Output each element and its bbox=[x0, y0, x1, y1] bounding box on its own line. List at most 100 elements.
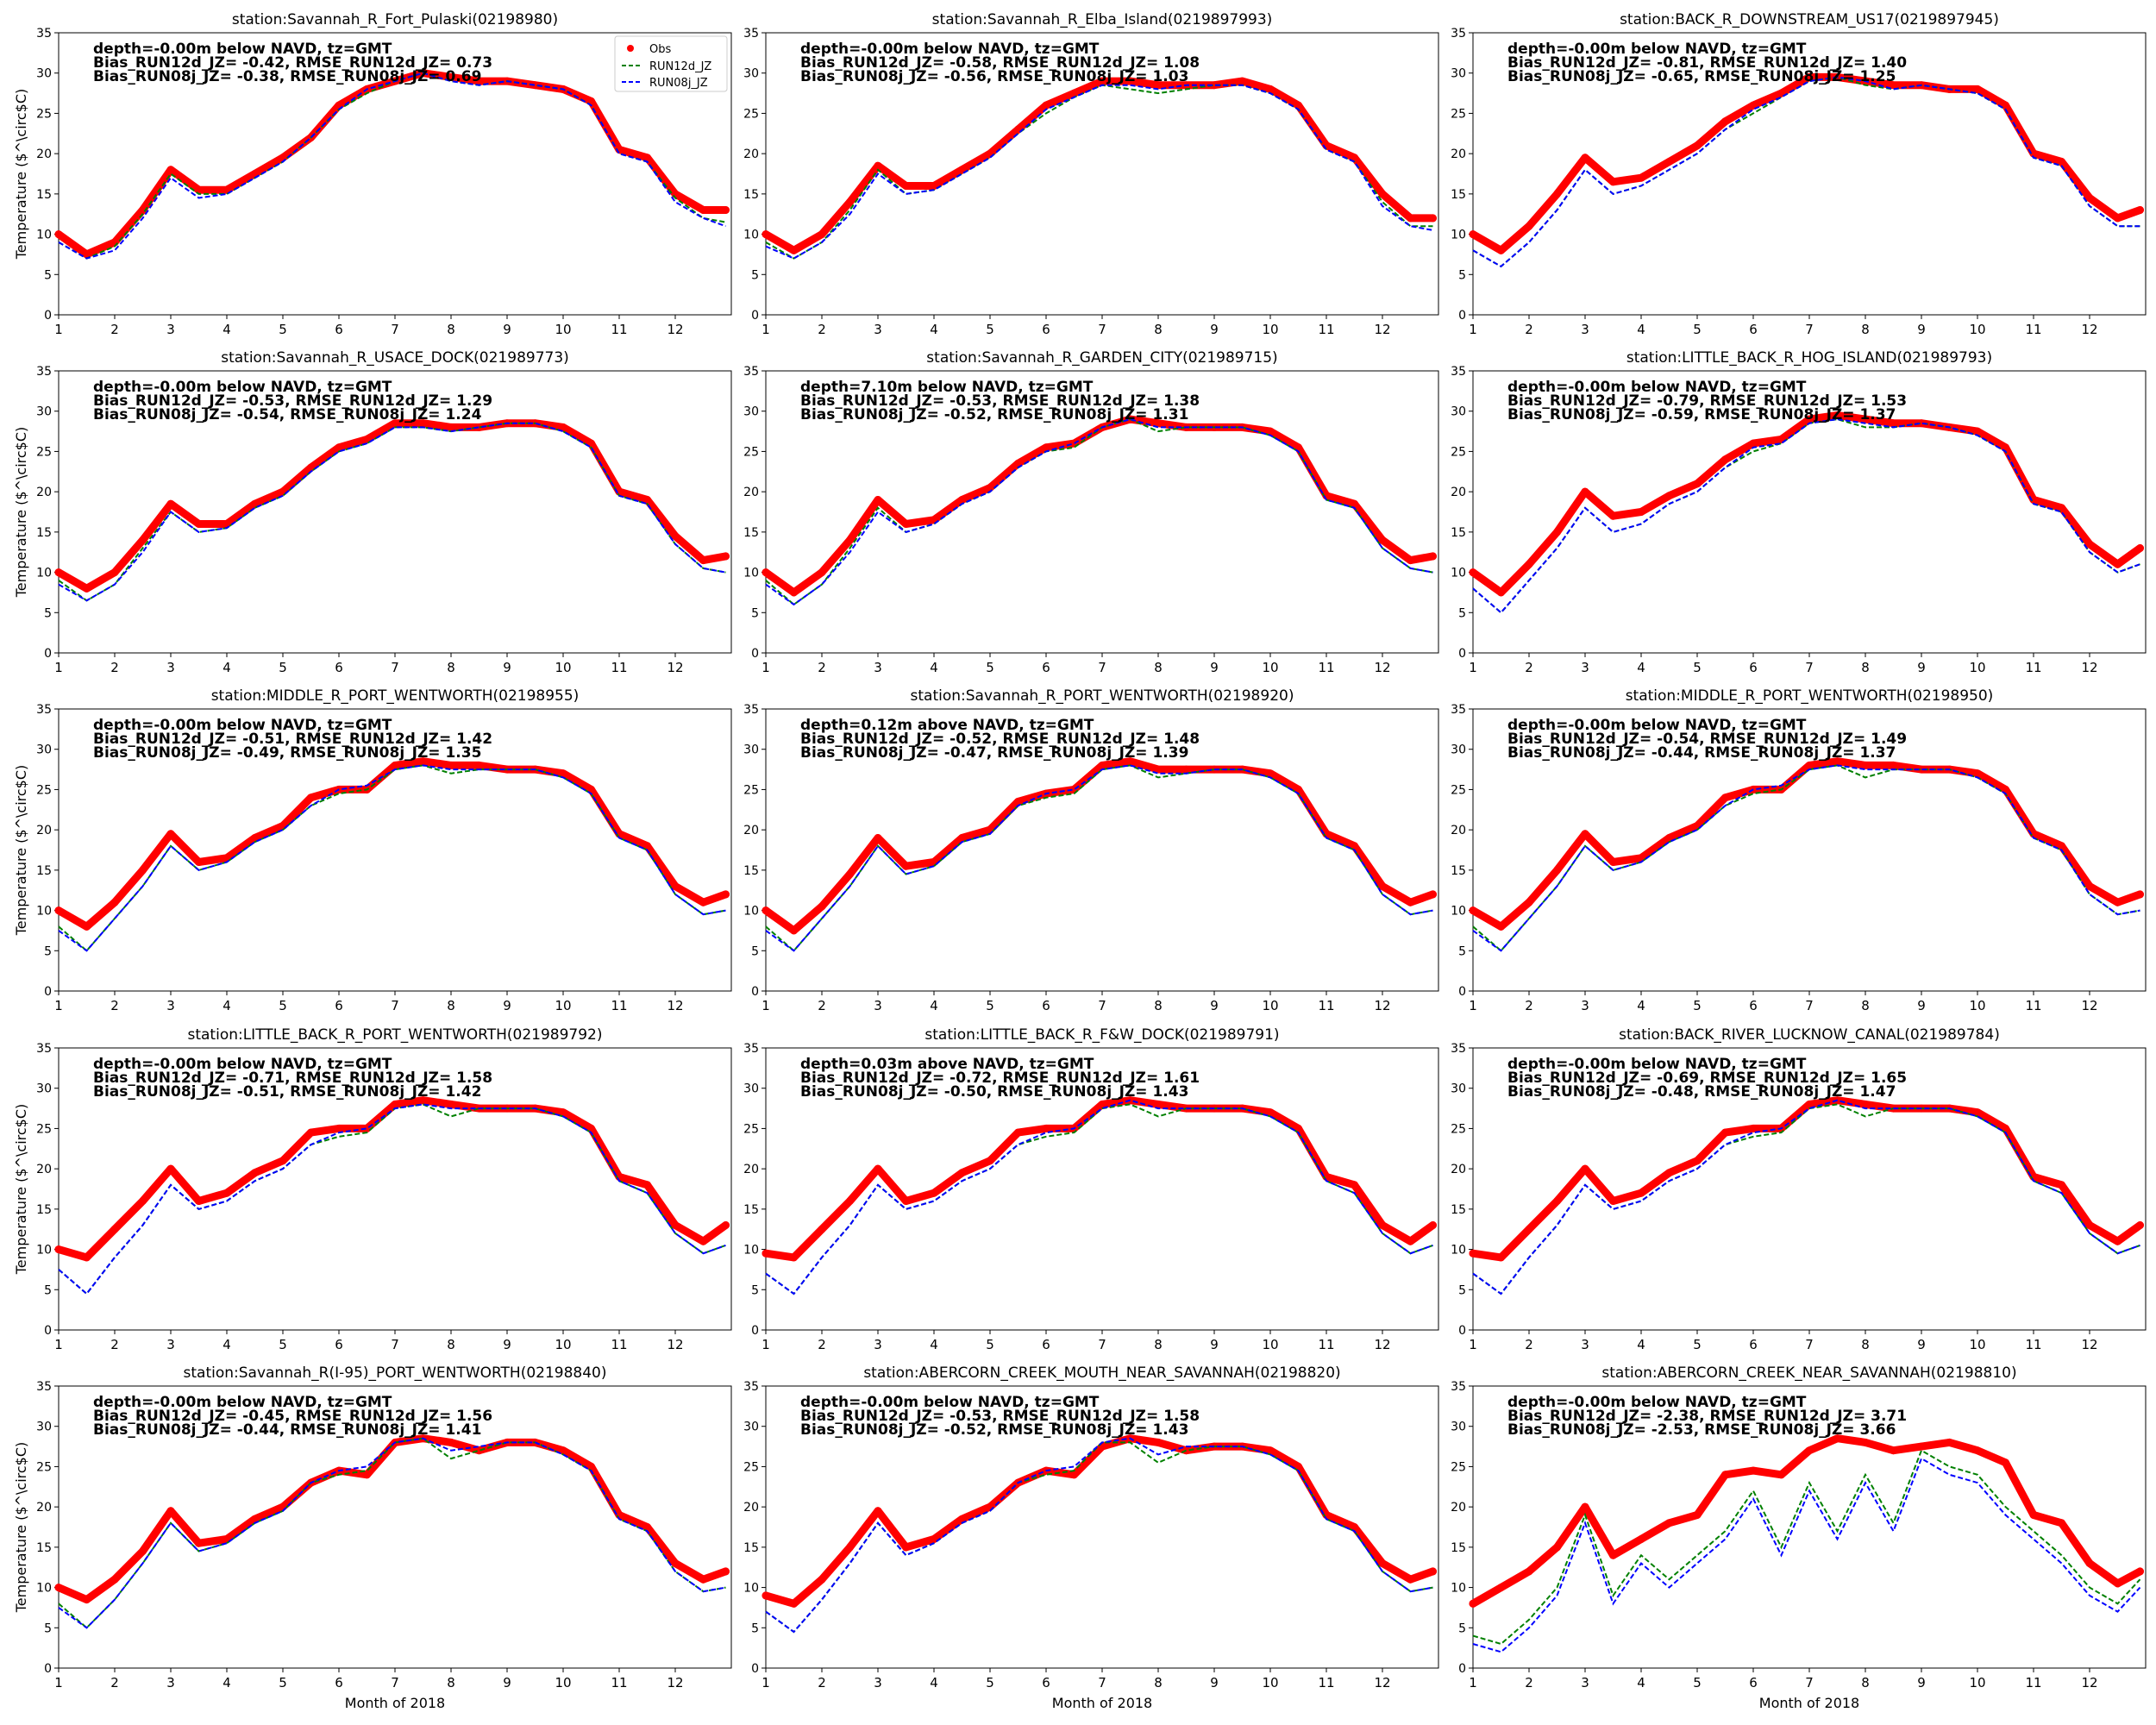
x-tick-label: 3 bbox=[874, 322, 882, 337]
obs-point bbox=[699, 898, 707, 906]
obs-point bbox=[1833, 757, 1841, 766]
obs-point bbox=[1833, 1434, 1841, 1443]
obs-point bbox=[1805, 415, 1814, 423]
stats-text: depth=-0.00m below NAVD, tz=GMT bbox=[93, 379, 392, 396]
x-tick-label: 3 bbox=[1581, 1675, 1589, 1690]
obs-point bbox=[447, 1438, 455, 1446]
x-tick-label: 10 bbox=[555, 1337, 571, 1352]
x-tick-label: 1 bbox=[1469, 998, 1477, 1013]
x-tick-label: 10 bbox=[555, 322, 571, 337]
y-tick-label: 0 bbox=[751, 1662, 759, 1676]
obs-point bbox=[222, 854, 231, 862]
obs-point bbox=[1609, 511, 1617, 520]
obs-point bbox=[1429, 1221, 1437, 1229]
x-tick-label: 8 bbox=[447, 998, 455, 1013]
y-axis-label: Temperature ($^\circ$C) bbox=[13, 1104, 29, 1276]
y-tick-label: 0 bbox=[44, 647, 52, 661]
y-tick-label: 35 bbox=[743, 365, 759, 379]
x-tick-label: 6 bbox=[335, 1675, 343, 1690]
obs-point bbox=[2136, 206, 2144, 214]
y-tick-label: 35 bbox=[1451, 1042, 1466, 1056]
y-tick-label: 15 bbox=[36, 526, 52, 540]
obs-point bbox=[1973, 1108, 1982, 1117]
obs-point bbox=[391, 419, 399, 428]
x-tick-label: 11 bbox=[2025, 1675, 2041, 1690]
x-tick-label: 10 bbox=[1969, 660, 1985, 675]
stats-text: depth=-0.00m below NAVD, tz=GMT bbox=[800, 1394, 1100, 1411]
obs-point bbox=[83, 584, 91, 593]
x-tick-label: 6 bbox=[1749, 998, 1758, 1013]
obs-point bbox=[2029, 1511, 2038, 1519]
obs-point bbox=[1609, 1551, 1617, 1559]
obs-point bbox=[1581, 154, 1589, 162]
obs-point bbox=[874, 834, 882, 842]
x-tick-label: 1 bbox=[1469, 1337, 1477, 1352]
x-tick-label: 12 bbox=[2081, 660, 2097, 675]
obs-point bbox=[1525, 898, 1533, 906]
y-tick-label: 0 bbox=[44, 985, 52, 999]
obs-point bbox=[1351, 1523, 1358, 1531]
y-tick-label: 20 bbox=[1451, 1501, 1466, 1515]
obs-point bbox=[2085, 194, 2094, 202]
obs-point bbox=[1154, 1438, 1163, 1446]
x-tick-label: 1 bbox=[761, 1675, 770, 1690]
y-tick-label: 30 bbox=[36, 1082, 52, 1096]
stats-text: depth=-0.00m below NAVD, tz=GMT bbox=[800, 41, 1100, 58]
y-tick-label: 25 bbox=[36, 1460, 52, 1474]
y-tick-label: 5 bbox=[1458, 1622, 1466, 1635]
subplot-9: station:MIDDLE_R_PORT_WENTWORTH(02198950… bbox=[1451, 687, 2147, 1013]
obs-point bbox=[1497, 246, 1505, 254]
obs-point bbox=[1182, 765, 1190, 774]
stats-text: depth=0.12m above NAVD, tz=GMT bbox=[800, 717, 1094, 734]
obs-point bbox=[671, 882, 680, 890]
obs-point bbox=[1294, 785, 1302, 794]
series-line-run08j bbox=[1472, 1099, 2140, 1295]
x-tick-label: 9 bbox=[1210, 322, 1219, 337]
x-tick-label: 3 bbox=[1581, 660, 1589, 675]
y-tick-label: 15 bbox=[743, 526, 759, 540]
subplot-12: station:BACK_RIVER_LUCKNOW_CANAL(0219897… bbox=[1451, 1026, 2147, 1352]
obs-point bbox=[930, 1189, 938, 1197]
subplot-11: station:LITTLE_BACK_R_F&W_DOCK(021989791… bbox=[743, 1026, 1439, 1352]
obs-point bbox=[1721, 794, 1729, 802]
obs-point bbox=[587, 439, 595, 448]
obs-point bbox=[1407, 1237, 1414, 1245]
x-tick-label: 12 bbox=[1374, 998, 1390, 1013]
stats-text: Bias_RUN12d_JZ= -0.69, RMSE_RUN12d_JZ= 1… bbox=[1507, 1070, 1907, 1087]
obs-point bbox=[1917, 419, 1926, 428]
x-tick-label: 8 bbox=[1861, 322, 1870, 337]
x-tick-label: 7 bbox=[391, 660, 399, 675]
y-tick-label: 10 bbox=[743, 1244, 759, 1258]
x-tick-label: 4 bbox=[930, 1675, 938, 1690]
obs-point bbox=[930, 1535, 938, 1543]
x-tick-label: 5 bbox=[1693, 1337, 1702, 1352]
x-tick-label: 2 bbox=[110, 322, 119, 337]
y-tick-label: 10 bbox=[743, 229, 759, 242]
y-tick-label: 0 bbox=[44, 1324, 52, 1338]
subplot-13: station:Savannah_R(I-95)_PORT_WENTWORTH(… bbox=[13, 1364, 732, 1711]
y-tick-label: 20 bbox=[36, 1163, 52, 1176]
x-tick-label: 7 bbox=[391, 322, 399, 337]
obs-point bbox=[279, 1157, 287, 1165]
y-tick-label: 0 bbox=[1458, 309, 1466, 323]
obs-point bbox=[1637, 1189, 1645, 1197]
legend-marker-obs bbox=[627, 45, 634, 52]
obs-point bbox=[958, 496, 966, 504]
y-tick-label: 10 bbox=[743, 905, 759, 919]
x-tick-label: 2 bbox=[110, 1337, 119, 1352]
series-line-run08j bbox=[765, 1099, 1433, 1295]
y-tick-label: 15 bbox=[36, 188, 52, 202]
x-tick-label: 3 bbox=[874, 1675, 882, 1690]
obs-point bbox=[2002, 785, 2009, 794]
y-tick-label: 10 bbox=[1451, 567, 1466, 580]
x-tick-label: 3 bbox=[166, 1675, 175, 1690]
obs-point bbox=[1721, 455, 1729, 464]
y-tick-label: 0 bbox=[751, 985, 759, 999]
y-tick-label: 15 bbox=[1451, 1541, 1466, 1555]
y-tick-label: 20 bbox=[743, 147, 759, 161]
series-line-run08j bbox=[58, 422, 726, 602]
obs-point bbox=[1890, 1446, 1897, 1455]
obs-point bbox=[1861, 1100, 1870, 1108]
obs-point bbox=[643, 1181, 651, 1189]
obs-point bbox=[110, 898, 119, 906]
